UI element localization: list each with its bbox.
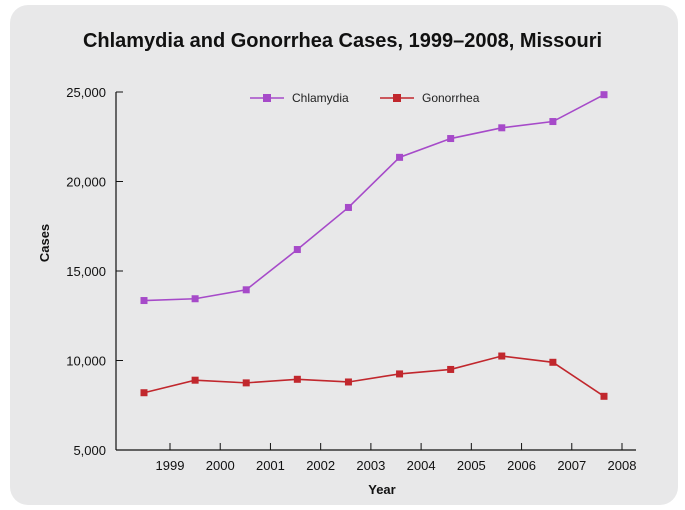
chlamydia-point — [396, 153, 404, 161]
gonorrhea-point — [293, 375, 301, 383]
chlamydia-line — [143, 93, 605, 302]
chlamydia-point — [549, 118, 557, 126]
y-tick-label: 10,000 — [66, 354, 106, 369]
x-tick-label: 2000 — [206, 458, 235, 473]
gonorrhea-point — [140, 389, 148, 397]
series-markers — [140, 91, 608, 400]
chlamydia-legend-marker — [263, 94, 271, 102]
gonorrhea-point — [600, 392, 608, 400]
chart-title: Chlamydia and Gonorrhea Cases, 1999–2008… — [82, 30, 603, 52]
gonorrhea-point — [447, 365, 455, 373]
y-tick-label: 20,000 — [66, 175, 106, 190]
x-tick-label: 2005 — [457, 458, 486, 473]
y-tick-label: 25,000 — [66, 85, 106, 100]
x-tick-label: 2003 — [356, 458, 385, 473]
ticks: 5,000 10,000 15,000 20,000 25,000 1999 2000 200… — [66, 85, 636, 473]
series-lines — [143, 93, 605, 397]
x-tick-label: 2008 — [608, 458, 637, 473]
legend: Chlamydia Gonorrhea — [250, 91, 480, 105]
gonorrhea-point — [242, 379, 250, 387]
gonorrhea-point — [396, 370, 404, 378]
gonorrhea-point — [549, 358, 557, 366]
chlamydia-point — [242, 286, 250, 294]
chlamydia-point — [293, 246, 301, 254]
chlamydia-point — [344, 203, 352, 211]
chlamydia-point — [498, 124, 506, 132]
gonorrhea-point — [191, 376, 199, 384]
chlamydia-point — [600, 91, 608, 99]
gonorrhea-point — [498, 352, 506, 360]
y-tick-label: 15,000 — [66, 264, 106, 279]
chart-panel — [10, 5, 678, 505]
chlamydia-point — [140, 297, 148, 305]
gonorrhea-legend-label: Gonorrhea — [422, 91, 480, 105]
chlamydia-point — [191, 295, 199, 303]
gonorrhea-line — [143, 355, 605, 397]
x-tick-label: 1999 — [156, 458, 185, 473]
y-axis-title: Cases — [37, 224, 52, 262]
gonorrhea-point — [344, 378, 352, 386]
gonorrhea-legend-marker — [393, 94, 401, 102]
x-axis-title: Year — [368, 482, 395, 497]
x-tick-label: 2004 — [407, 458, 436, 473]
chlamydia-point — [447, 135, 455, 143]
x-tick-label: 2006 — [507, 458, 536, 473]
x-tick-label: 2001 — [256, 458, 285, 473]
chlamydia-legend-label: Chlamydia — [292, 91, 349, 105]
x-tick-label: 2002 — [306, 458, 335, 473]
axes — [115, 92, 636, 451]
x-tick-label: 2007 — [557, 458, 586, 473]
y-tick-label: 5,000 — [73, 443, 106, 458]
